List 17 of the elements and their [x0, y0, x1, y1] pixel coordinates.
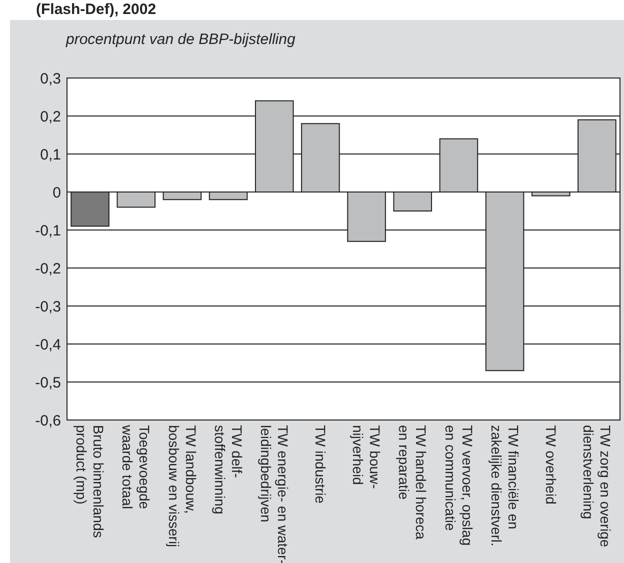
- y-tick-label: 0,2: [40, 108, 61, 126]
- x-tick-label: TW bouw- nijverheid: [350, 425, 384, 490]
- x-tick-label: TW industrie: [312, 425, 329, 504]
- y-tick-label: 0: [52, 184, 61, 202]
- y-axis-title: procentpunt van de BBP-bijstelling: [65, 31, 296, 48]
- y-tick-label: 0,1: [40, 146, 61, 164]
- x-tick-label: Bruto binnenlands product (mp): [74, 425, 107, 538]
- chart-title: (Flash-Def), 2002: [36, 1, 156, 18]
- x-tick-label: TW financiële en zakelijke dienstverl.: [488, 425, 522, 546]
- y-tick-label: -0,4: [35, 336, 61, 354]
- y-tick-label: -0,1: [35, 222, 61, 240]
- y-tick-label: -0,5: [35, 374, 61, 392]
- x-tick-label: TW overheid: [542, 425, 559, 504]
- y-tick-label: -0,3: [35, 298, 61, 316]
- y-tick-label: 0,3: [40, 70, 61, 88]
- y-tick-label: -0,2: [35, 260, 61, 278]
- y-tick-label: -0,6: [35, 412, 61, 430]
